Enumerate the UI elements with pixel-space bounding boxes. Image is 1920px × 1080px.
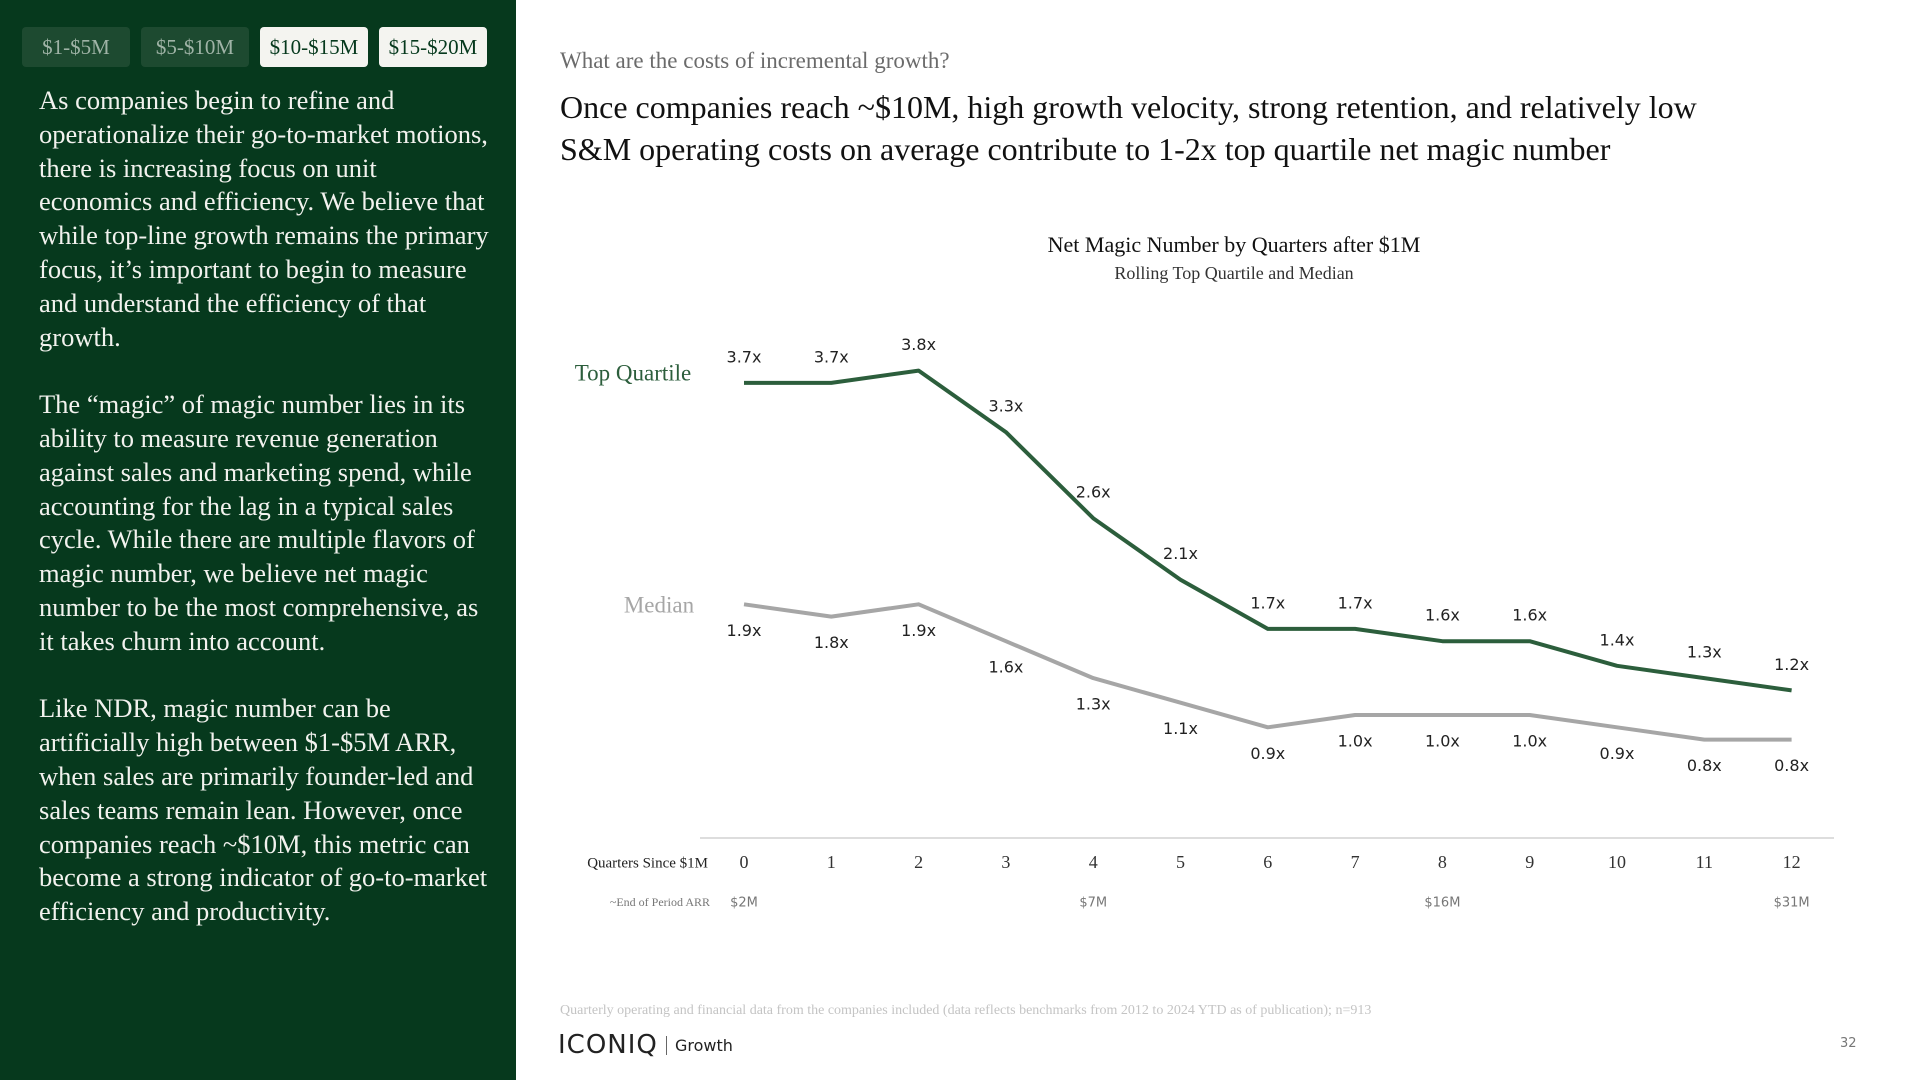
range-tab[interactable]: $15-$20M — [379, 27, 487, 67]
data-label: 1.8x — [814, 633, 849, 652]
data-label: 1.9x — [901, 621, 936, 640]
paragraph: Like NDR, magic number can be artificial… — [39, 693, 488, 927]
headline: Once companies reach ~$10M, high growth … — [560, 89, 1697, 167]
data-label: 3.8x — [901, 335, 936, 354]
data-label: 0.9x — [1600, 744, 1635, 763]
brand-division: Growth — [666, 1036, 733, 1055]
paragraph: The “magic” of magic number lies in its … — [39, 389, 479, 656]
data-label: 1.0x — [1338, 732, 1373, 751]
series-name: Top Quartile — [575, 360, 692, 385]
sidebar: $1-$5M $5-$10M $10-$15M $15-$20M As compani… — [0, 0, 516, 1080]
data-label: 1.1x — [1163, 719, 1198, 738]
secondary-axis-label: ~End of Period ARR — [610, 895, 710, 909]
chart-title: Net Magic Number by Quarters after $1M — [1048, 232, 1421, 257]
x-tick-label: 10 — [1608, 852, 1626, 872]
x-tick-label: 3 — [1001, 852, 1010, 872]
data-label: 1.3x — [1687, 643, 1722, 662]
arr-label: $31M — [1774, 896, 1810, 911]
eyebrow: What are the costs of incremental growth… — [560, 48, 950, 73]
range-tab[interactable]: $1-$5M — [22, 27, 130, 67]
data-label: 1.6x — [1512, 606, 1547, 625]
sidebar-text: As companies begin to refine and operati… — [39, 84, 494, 963]
data-label: 2.6x — [1076, 483, 1111, 502]
x-tick-label: 5 — [1176, 852, 1185, 872]
data-label: 3.7x — [727, 347, 762, 366]
x-tick-label: 7 — [1351, 852, 1360, 872]
range-tab[interactable]: $5-$10M — [141, 27, 249, 67]
paragraph: As companies begin to refine and operati… — [39, 85, 489, 352]
series-name: Median — [624, 592, 695, 617]
data-label: 1.2x — [1774, 655, 1809, 674]
tab-bar: $1-$5M $5-$10M $10-$15M $15-$20M — [22, 27, 487, 67]
brand-logo: ICONIQ — [558, 1030, 658, 1060]
x-axis-label: Quarters Since $1M — [587, 855, 708, 871]
data-label: 3.7x — [814, 347, 849, 366]
data-label: 0.9x — [1250, 744, 1285, 763]
x-tick-label: 2 — [914, 852, 923, 872]
x-tick-label: 0 — [740, 852, 749, 872]
footnote: Quarterly operating and financial data f… — [560, 1003, 1372, 1018]
series-line — [744, 368, 1792, 693]
data-label: 0.8x — [1687, 756, 1722, 775]
x-tick-label: 9 — [1525, 852, 1534, 872]
data-label: 1.7x — [1338, 593, 1373, 612]
data-label: 1.0x — [1425, 732, 1460, 751]
data-label: 1.3x — [1076, 695, 1111, 714]
chart-subtitle: Rolling Top Quartile and Median — [1114, 263, 1353, 283]
series-line — [743, 602, 1792, 742]
range-tab[interactable]: $10-$15M — [260, 27, 368, 67]
arr-label: $16M — [1424, 896, 1460, 911]
data-label: 2.1x — [1163, 544, 1198, 563]
x-tick-label: 1 — [827, 852, 836, 872]
page-number: 32 — [1840, 1036, 1857, 1051]
data-label: 1.0x — [1512, 732, 1547, 751]
x-tick-label: 6 — [1263, 852, 1272, 872]
x-tick-label: 11 — [1696, 852, 1713, 872]
data-label: 1.6x — [1425, 606, 1460, 625]
arr-label: $2M — [730, 896, 758, 911]
x-tick-label: 12 — [1783, 852, 1801, 872]
arr-label: $7M — [1079, 896, 1107, 911]
x-tick-label: 8 — [1438, 852, 1447, 872]
data-label: 1.7x — [1250, 593, 1285, 612]
data-label: 1.6x — [988, 658, 1023, 677]
data-label: 1.4x — [1600, 630, 1635, 649]
data-label: 0.8x — [1774, 756, 1809, 775]
x-tick-label: 4 — [1089, 852, 1098, 872]
data-label: 1.9x — [727, 621, 762, 640]
data-label: 3.3x — [988, 397, 1023, 416]
